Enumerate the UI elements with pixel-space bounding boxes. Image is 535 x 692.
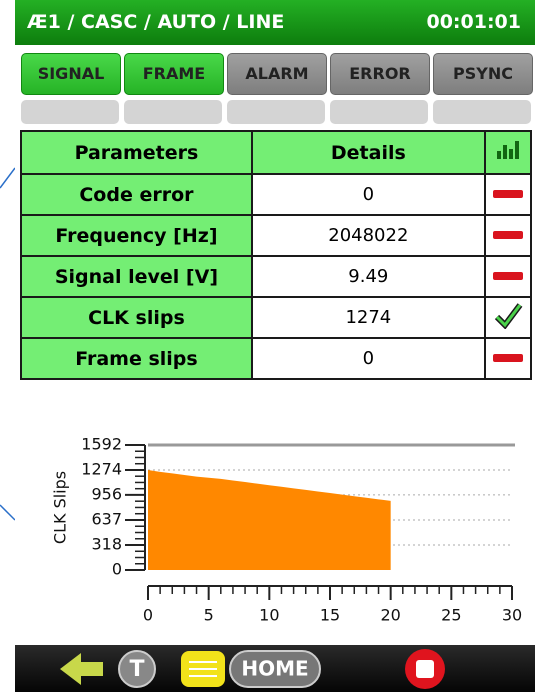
parameter-table: Parameters Details Code error 0 Frequency …	[20, 130, 533, 380]
tab[interactable]: ERROR	[330, 53, 430, 95]
y-tick-label: 956	[91, 484, 122, 503]
chart-icon[interactable]	[483, 130, 533, 175]
blank-tab	[227, 100, 325, 124]
tabs: SIGNAL FRAME ALARM ERROR PSYNC	[21, 53, 533, 95]
parameter-name: CLK slips	[20, 296, 253, 339]
blank-tab	[433, 100, 531, 124]
parameter-value: 1274	[250, 296, 486, 339]
tab[interactable]: ALARM	[227, 53, 327, 95]
table-row: CLK slips 1274	[20, 296, 533, 339]
status-icon	[483, 173, 533, 216]
y-tick-label: 1592	[81, 435, 122, 454]
home-button[interactable]	[229, 650, 321, 688]
column-header: Parameters	[20, 130, 253, 175]
parameter-name: Signal level [V]	[20, 255, 253, 298]
screen: Æ1 / CASC / AUTO / LINE 00:01:01 SIGNAL …	[15, 0, 535, 692]
parameter-value: 9.49	[250, 255, 486, 298]
table-row: Code error 0	[20, 173, 533, 216]
toolbar-icons: T HOME	[60, 649, 445, 689]
status-icon	[483, 337, 533, 380]
parameter-value: 2048022	[250, 214, 486, 257]
area	[148, 469, 391, 570]
parameter-name: Frequency [Hz]	[20, 214, 253, 257]
y-tick-label: 0	[112, 560, 122, 579]
tab[interactable]: PSYNC	[433, 53, 533, 95]
y-axis-label: CLK Slips	[51, 471, 70, 544]
blank-tab	[330, 100, 428, 124]
clock: 00:01:01	[426, 11, 521, 33]
tab[interactable]: SIGNAL	[21, 53, 121, 95]
header-title: Æ1 / CASC / AUTO / LINE	[27, 11, 285, 33]
parameter-name: Code error	[20, 173, 253, 216]
x-tick-label: 25	[441, 606, 461, 625]
y-tick-label: 318	[91, 535, 122, 554]
blank-tab	[124, 100, 222, 124]
status-icon	[483, 255, 533, 298]
x-tick-label: 20	[380, 606, 400, 625]
t-button[interactable]	[118, 650, 156, 688]
x-tick-label: 0	[143, 606, 153, 625]
x-tick-label: 5	[204, 606, 214, 625]
toolbar: T HOME	[15, 645, 535, 692]
decoration	[0, 167, 15, 521]
table-header: Parameters Details	[20, 130, 533, 175]
x-tick-label: 30	[502, 606, 522, 625]
blank-tab	[21, 100, 119, 124]
y-tick-label: 1274	[81, 459, 122, 478]
status-icon	[483, 214, 533, 257]
header: Æ1 / CASC / AUTO / LINE 00:01:01	[15, 0, 535, 45]
table-row: Frequency [Hz] 2048022	[20, 214, 533, 257]
status-icon	[483, 296, 533, 339]
table-row: Frame slips 0	[20, 337, 533, 380]
tab[interactable]: FRAME	[124, 53, 224, 95]
chart: 0 318 637 956 1274 1592 CLK Slips 0 5 10 15 20 25 30	[51, 435, 523, 625]
x-tick-label: 10	[259, 606, 279, 625]
back-button[interactable]	[60, 653, 103, 685]
parameter-value: 0	[250, 337, 486, 380]
t-label: T	[129, 657, 144, 682]
home-label: HOME	[241, 657, 308, 681]
table-row: Signal level [V] 9.49	[20, 255, 533, 298]
column-header: Details	[250, 130, 486, 175]
parameter-name: Frame slips	[20, 337, 253, 380]
y-tick-label: 637	[91, 509, 122, 528]
x-tick-label: 15	[320, 606, 340, 625]
parameter-value: 0	[250, 173, 486, 216]
